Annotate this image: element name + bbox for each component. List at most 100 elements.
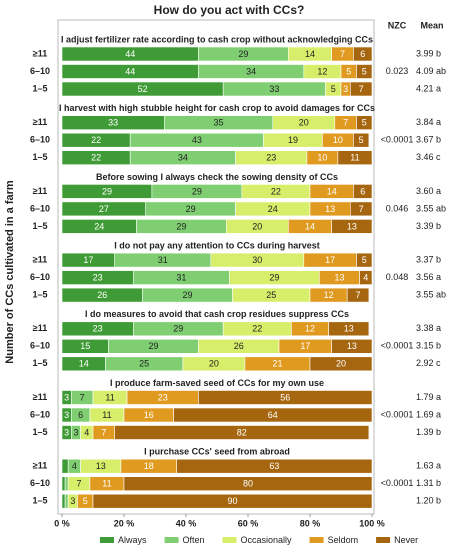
value-label: 16 — [144, 410, 154, 420]
value-label: 7 — [340, 49, 345, 59]
x-tick-label: 20 % — [114, 518, 135, 528]
y-tick-label: 1–5 — [32, 152, 47, 162]
value-label: 23 — [93, 272, 103, 282]
bar-segment — [331, 219, 373, 234]
nzc-label: 0.048 — [386, 272, 409, 282]
value-label: 35 — [214, 118, 224, 128]
y-tick-label: ≥11 — [33, 254, 47, 264]
bar-segment — [61, 493, 66, 509]
mean-label: 3.55 ab — [416, 203, 446, 213]
value-label: 34 — [246, 66, 256, 76]
bar-segment — [92, 493, 373, 509]
value-label: 3 — [64, 392, 69, 402]
value-label: 29 — [148, 341, 158, 351]
value-label: 23 — [266, 153, 276, 163]
value-label: 5 — [362, 118, 367, 128]
mean-label: 4.09 ab — [416, 66, 446, 76]
value-label: 7 — [80, 392, 85, 402]
mean-label: 3.99 b — [416, 48, 441, 58]
value-label: 20 — [336, 359, 346, 369]
y-tick-label: ≥11 — [33, 117, 47, 127]
value-label: 12 — [324, 290, 334, 300]
value-label: 80 — [243, 479, 253, 489]
y-tick-label: 1–5 — [32, 83, 47, 93]
value-label: 17 — [300, 341, 310, 351]
value-label: 30 — [252, 255, 262, 265]
value-label: 44 — [125, 66, 135, 76]
value-label: 20 — [299, 118, 309, 128]
panel-title: I purchase CCs' seed from abroad — [144, 447, 290, 457]
value-label: 6 — [78, 410, 83, 420]
value-label: 29 — [238, 49, 248, 59]
mean-label: 3.55 ab — [416, 289, 446, 299]
value-label: 19 — [288, 135, 298, 145]
y-tick-label: 1–5 — [32, 358, 47, 368]
value-label: 90 — [227, 496, 237, 506]
value-label: 7 — [359, 84, 364, 94]
value-label: 4 — [363, 272, 368, 282]
value-label: 14 — [305, 49, 315, 59]
y-axis-label: Number of CCs cultivated in a farm — [4, 180, 16, 364]
bar-segment — [309, 356, 373, 372]
bar-segment — [356, 64, 373, 79]
value-label: 25 — [139, 359, 149, 369]
mean-label: 1.31 b — [416, 478, 441, 488]
value-label: 10 — [333, 135, 343, 145]
value-label: 6 — [360, 49, 365, 59]
value-label: 12 — [317, 66, 327, 76]
bar-segment — [356, 115, 373, 130]
nzc-label: <0.0001 — [381, 409, 414, 419]
y-tick-label: 1–5 — [32, 496, 47, 506]
column-header: NZC — [388, 20, 407, 30]
bar-segment — [353, 46, 373, 62]
value-label: 29 — [176, 221, 186, 231]
value-label: 29 — [102, 186, 112, 196]
x-tick-label: 80 % — [300, 518, 321, 528]
value-label: 11 — [350, 153, 359, 163]
value-label: 23 — [93, 324, 103, 334]
value-label: 43 — [192, 135, 202, 145]
value-label: 33 — [269, 84, 279, 94]
value-label: 15 — [80, 341, 90, 351]
value-label: 26 — [234, 341, 244, 351]
bar-segment — [173, 407, 373, 423]
value-label: 4 — [84, 427, 89, 437]
bar-segment — [64, 493, 69, 509]
value-label: 11 — [102, 410, 111, 420]
value-label: 22 — [91, 135, 101, 145]
nzc-label: <0.0001 — [381, 341, 414, 351]
value-label: 24 — [94, 221, 104, 231]
bar-segment — [328, 321, 370, 337]
bar-segment — [337, 150, 373, 165]
mean-label: 1.69 a — [416, 409, 441, 419]
mean-label: 3.15 b — [416, 341, 441, 351]
value-label: 44 — [125, 49, 135, 59]
value-label: 3 — [64, 410, 69, 420]
mean-label: 1.63 a — [416, 461, 441, 471]
value-label: 17 — [325, 255, 335, 265]
value-label: 5 — [362, 66, 367, 76]
bar-segment — [61, 458, 69, 474]
value-label: 56 — [280, 392, 290, 402]
value-label: 6 — [360, 186, 365, 196]
value-label: 5 — [346, 66, 351, 76]
value-label: 31 — [158, 255, 168, 265]
plot-frame — [57, 19, 375, 515]
mean-label: 3.60 a — [416, 186, 441, 196]
bar-segment — [349, 81, 373, 97]
value-label: 7 — [77, 479, 82, 489]
value-label: 5 — [359, 135, 364, 145]
value-label: 22 — [91, 153, 101, 163]
mean-label: 1.79 a — [416, 392, 441, 402]
value-label: 14 — [305, 221, 315, 231]
column-header: Mean — [420, 20, 443, 30]
mean-label: 3.37 b — [416, 254, 441, 264]
value-label: 20 — [252, 221, 262, 231]
value-label: 5 — [331, 84, 336, 94]
y-tick-label: 6–10 — [30, 478, 50, 488]
x-tick-label: 60 % — [238, 518, 259, 528]
value-label: 63 — [269, 461, 279, 471]
value-label: 3 — [343, 84, 348, 94]
y-tick-label: 6–10 — [30, 272, 50, 282]
value-label: 33 — [108, 118, 118, 128]
